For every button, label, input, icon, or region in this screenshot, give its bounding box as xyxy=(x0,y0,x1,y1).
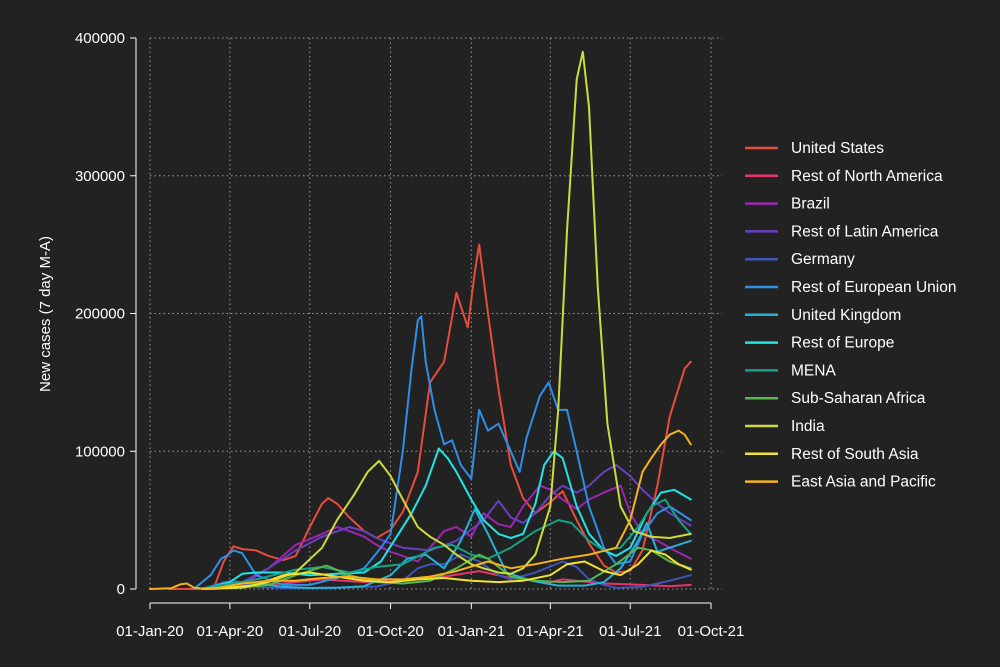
y-tick-label: 300000 xyxy=(75,168,125,185)
x-tick-label: 01-Jan-20 xyxy=(116,623,184,640)
series-line xyxy=(201,570,692,590)
x-tick-label: 01-Apr-20 xyxy=(197,623,264,640)
series-line xyxy=(201,553,692,590)
legend: United States Rest of North America Brazil… xyxy=(745,140,956,491)
series-line xyxy=(201,549,692,590)
legend-label: Brazil xyxy=(791,196,830,213)
legend-label: Rest of Latin America xyxy=(791,223,939,240)
y-tick-label: 200000 xyxy=(75,306,125,323)
axes: 0 100000 200000 300000 400000 01-Jan-20 01-Apr… xyxy=(75,30,744,640)
legend-label: United Kingdom xyxy=(791,307,901,324)
series-lines xyxy=(149,50,692,590)
x-tick-label: 01-Oct-21 xyxy=(678,623,745,640)
x-tick-label: 01-Jan-21 xyxy=(438,623,506,640)
y-tick-label: 400000 xyxy=(75,30,125,47)
series-line xyxy=(192,315,692,590)
series-line xyxy=(201,508,692,590)
series-line xyxy=(214,464,692,590)
legend-label: Rest of North America xyxy=(791,168,943,185)
series-line xyxy=(201,50,692,590)
series-line xyxy=(167,243,692,590)
legend-label: Rest of European Union xyxy=(791,279,956,296)
legend-label: Rest of Europe xyxy=(791,335,894,352)
x-tick-label: 01-Jul-20 xyxy=(279,623,342,640)
y-axis-label: New cases (7 day M-A) xyxy=(37,236,54,392)
legend-label: Germany xyxy=(791,251,855,268)
y-tick-label: 0 xyxy=(117,581,125,598)
legend-label: India xyxy=(791,418,825,435)
x-tick-label: 01-Oct-20 xyxy=(357,623,424,640)
legend-label: MENA xyxy=(791,362,836,379)
x-tick-label: 01-Apr-21 xyxy=(517,623,584,640)
y-tick-label: 100000 xyxy=(75,443,125,460)
grid-lines xyxy=(149,37,722,590)
x-tick-label: 01-Jul-21 xyxy=(599,623,662,640)
series-line xyxy=(149,429,692,590)
legend-label: Sub-Saharan Africa xyxy=(791,390,926,407)
legend-label: East Asia and Pacific xyxy=(791,474,936,491)
legend-label: Rest of South Asia xyxy=(791,446,919,463)
legend-label: United States xyxy=(791,140,884,157)
